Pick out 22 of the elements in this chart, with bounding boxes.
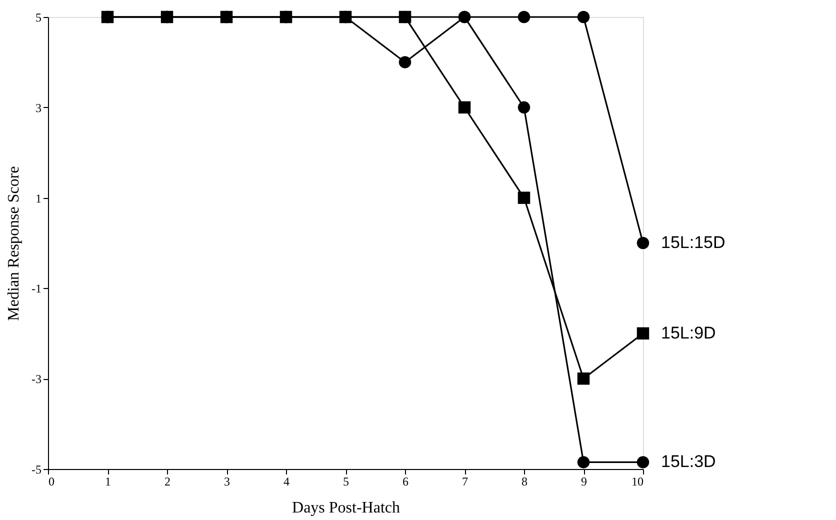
- x-tick-label: 7: [462, 474, 468, 488]
- x-tick-label: 8: [522, 474, 528, 488]
- y-tick-label: 1: [36, 191, 42, 206]
- series-label: 15L:15D: [661, 233, 726, 252]
- x-axis-title: Days Post-Hatch: [292, 500, 400, 516]
- y-tick-label: -5: [32, 462, 42, 476]
- x-tick-label: 2: [164, 474, 170, 488]
- series-label: 15L:3D: [661, 452, 716, 472]
- y-axis-title: Median Response Score: [6, 166, 23, 321]
- x-tick-label: 0: [48, 474, 54, 488]
- x-tick-label: 1: [105, 474, 111, 488]
- x-tick-label: 3: [224, 474, 230, 488]
- series-label: 15L:9D: [661, 323, 716, 342]
- y-tick-label: 3: [36, 100, 42, 115]
- x-tick-label: 9: [581, 474, 587, 488]
- x-tick-label: 6: [402, 474, 408, 488]
- x-tick-label: 5: [343, 474, 349, 488]
- y-tick-label: -1: [32, 282, 42, 296]
- y-tick-label: 5: [36, 10, 42, 24]
- y-tick-label: -3: [32, 372, 42, 386]
- x-tick-label: 10: [632, 474, 644, 488]
- x-tick-label: 4: [284, 474, 290, 488]
